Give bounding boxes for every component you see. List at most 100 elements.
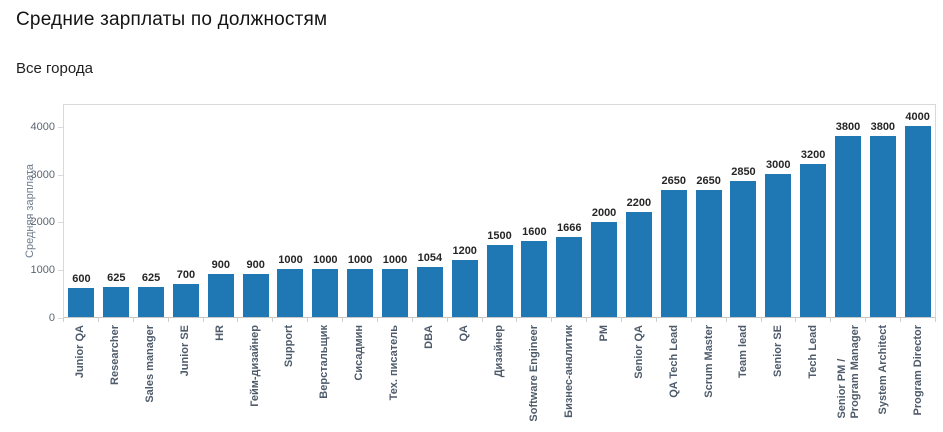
x-tick-mark xyxy=(587,318,622,322)
bar xyxy=(625,211,652,317)
bar-value-label: 700 xyxy=(176,268,196,281)
bar-value-label: 1666 xyxy=(556,222,582,235)
x-label-slot: Team lead xyxy=(727,325,762,429)
bar-slot: 900 xyxy=(203,259,238,317)
bar-value-label: 2650 xyxy=(661,175,686,188)
x-tick-label: System Architect xyxy=(877,325,890,415)
x-label-slot: Сисадмин xyxy=(342,325,377,429)
x-tick-mark xyxy=(169,318,204,322)
bar-slot: 1000 xyxy=(273,254,308,317)
x-label-slot: Дизайнер xyxy=(482,325,517,429)
bar-value-label: 3200 xyxy=(800,149,826,162)
bar-slot: 700 xyxy=(169,269,204,317)
x-label-slot: Гейм-дизайнер xyxy=(238,325,273,429)
bar-value-label: 3000 xyxy=(766,158,791,171)
bar-value-label: 625 xyxy=(141,272,161,285)
x-tick-mark xyxy=(796,318,832,322)
bar-value-label: 1000 xyxy=(313,254,338,267)
chart-title: Средние зарплаты по должностям xyxy=(16,9,328,30)
y-tick-mark xyxy=(58,318,63,319)
x-tick-mark xyxy=(64,318,99,322)
bar-value-label: 2850 xyxy=(731,165,756,178)
bar xyxy=(277,269,304,317)
x-tick-label: DBA xyxy=(423,325,436,349)
x-tick-label: Верстальщик xyxy=(318,325,331,399)
bar xyxy=(68,288,95,317)
bar-value-label: 3800 xyxy=(835,120,861,133)
x-tick-label: HR xyxy=(213,325,226,341)
bar xyxy=(347,269,374,317)
bar-value-label: 2000 xyxy=(591,206,617,219)
bar-slot: 1666 xyxy=(552,222,587,317)
x-tick-mark xyxy=(413,318,448,322)
bar xyxy=(451,259,478,317)
bar-slot: 2000 xyxy=(587,206,622,317)
bar-value-label: 600 xyxy=(72,273,91,286)
bar-value-label: 4000 xyxy=(905,110,930,123)
x-tick-mark xyxy=(483,318,518,322)
bar-value-label: 2650 xyxy=(696,175,721,188)
x-label-slot: DBA xyxy=(412,325,447,429)
bar xyxy=(416,266,443,317)
bar-slot: 2200 xyxy=(622,197,657,317)
x-label-slot: Бизнес-аналитик xyxy=(552,325,587,429)
x-tick-mark xyxy=(134,318,169,322)
bar-chart-plot-area: 600 625 625 700 900 900 1000 1000 1000 1000 1054 12… xyxy=(63,104,936,318)
chart-subtitle: Все города xyxy=(16,60,93,77)
bar-slot: 2850 xyxy=(726,166,761,317)
x-tick-label: Senior SE xyxy=(772,325,785,377)
y-tick-label: 3000 xyxy=(30,168,55,181)
bar xyxy=(486,245,513,317)
bar-value-label: 1500 xyxy=(487,230,512,243)
bar xyxy=(834,135,861,317)
bar xyxy=(904,125,931,317)
x-tick-mark xyxy=(273,318,309,322)
x-tick-label: Scrum Master xyxy=(702,325,715,398)
bar xyxy=(730,180,757,317)
bar xyxy=(695,190,722,317)
x-tick-mark xyxy=(831,318,867,322)
x-label-slot: Scrum Master xyxy=(692,325,727,429)
x-label-slot: QA Tech Lead xyxy=(657,325,692,429)
x-label-slot: Тех. писатель xyxy=(377,325,412,429)
bar-value-label: 1054 xyxy=(417,251,443,264)
bar-value-label: 2200 xyxy=(626,196,652,209)
bar-slot: 2650 xyxy=(656,175,691,317)
x-tick-mark xyxy=(378,318,413,322)
bar-slot: 3200 xyxy=(796,149,831,317)
bar xyxy=(312,269,339,317)
bar-slot: 1600 xyxy=(517,226,552,317)
x-tick-mark xyxy=(692,318,727,322)
bar xyxy=(207,274,234,317)
bar-slot: 4000 xyxy=(900,111,935,317)
y-tick-mark xyxy=(58,222,63,223)
x-tick-label: Junior SE xyxy=(178,325,191,377)
x-tick-label: Sales manager xyxy=(143,325,156,403)
x-axis-ticks xyxy=(63,318,936,322)
y-tick-label: 4000 xyxy=(30,120,55,133)
x-tick-label: Бизнес-аналитик xyxy=(562,325,575,418)
x-tick-mark xyxy=(657,318,692,322)
x-label-slot: Tech Lead xyxy=(796,325,831,429)
bar xyxy=(103,287,130,317)
x-tick-label: Senior QA xyxy=(632,325,645,379)
x-tick-label: QA xyxy=(458,325,471,342)
bar-slot: 625 xyxy=(99,272,134,317)
x-tick-mark xyxy=(99,318,134,322)
bar xyxy=(521,240,548,317)
x-label-slot: Researcher xyxy=(98,325,133,429)
x-label-slot: QA xyxy=(447,325,482,429)
x-tick-label: Дизайнер xyxy=(493,325,506,378)
x-tick-mark xyxy=(343,318,378,322)
x-tick-mark xyxy=(901,318,936,322)
bar-slot: 600 xyxy=(64,273,99,317)
x-tick-mark xyxy=(622,318,657,322)
x-label-slot: Program Director xyxy=(901,325,936,429)
x-tick-label: Тех. писатель xyxy=(388,325,401,401)
bar-value-label: 1000 xyxy=(347,254,373,267)
x-label-slot: Junior QA xyxy=(63,325,98,429)
x-axis-labels: Junior QA Researcher Sales manager Junior S… xyxy=(63,325,936,429)
bar-slot: 1000 xyxy=(343,254,378,317)
bar-slot: 1000 xyxy=(308,254,343,317)
y-tick-mark xyxy=(58,175,63,176)
